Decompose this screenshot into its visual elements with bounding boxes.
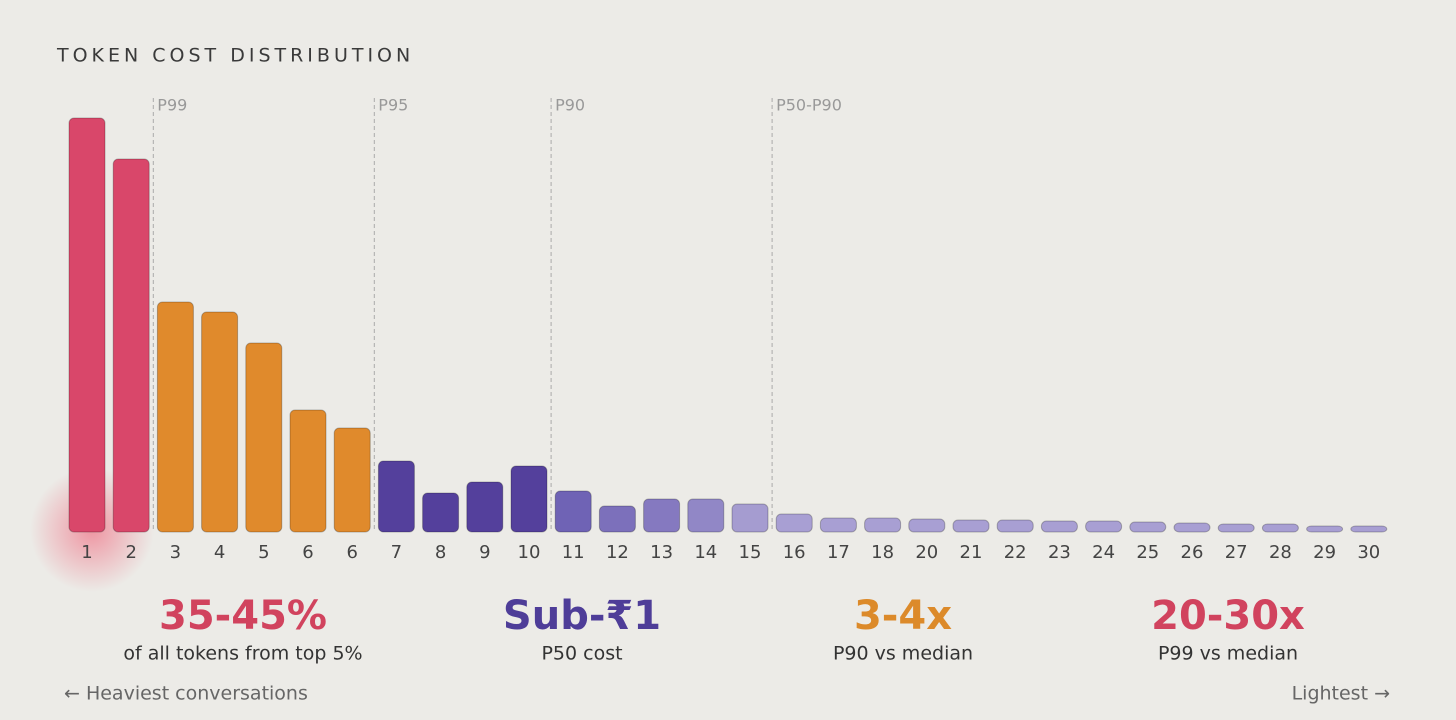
bar: [1173, 522, 1211, 533]
bar: [643, 498, 681, 533]
bar: [245, 342, 283, 533]
bar: [422, 492, 460, 533]
x-tick-label: 11: [562, 542, 585, 563]
x-tick-label: 15: [739, 542, 762, 563]
x-tick-label: 8: [435, 542, 446, 563]
bar: [819, 517, 857, 533]
bar: [1261, 523, 1299, 533]
stat-label: P50 cost: [541, 643, 622, 665]
bar: [864, 517, 902, 533]
bar: [731, 503, 769, 533]
x-tick-label: 2: [125, 542, 136, 563]
x-tick-label: 24: [1092, 542, 1115, 563]
x-tick-label: 29: [1313, 542, 1336, 563]
bar: [156, 301, 194, 533]
bar: [1350, 525, 1388, 533]
bar: [112, 158, 150, 533]
x-tick-label: 23: [1048, 542, 1071, 563]
bar: [289, 409, 327, 533]
chart-title: TOKEN COST DISTRIBUTION: [56, 45, 414, 67]
bar: [775, 513, 813, 533]
bar: [377, 460, 415, 533]
bar: [1306, 525, 1344, 533]
stat-value: 20-30x: [1151, 593, 1305, 639]
bar: [1040, 520, 1078, 533]
x-tick-label: 14: [694, 542, 717, 563]
footer-right: Lightest →: [1292, 683, 1390, 705]
x-tick-label: 25: [1136, 542, 1159, 563]
bar: [952, 519, 990, 533]
bar: [466, 481, 504, 533]
percentile-label: P50-P90: [776, 96, 842, 115]
bar: [996, 519, 1034, 533]
percentile-label: P95: [378, 96, 408, 115]
x-tick-label: 27: [1225, 542, 1248, 563]
x-tick-label: 20: [915, 542, 938, 563]
bar: [554, 490, 592, 533]
x-tick-label: 5: [258, 542, 269, 563]
bar: [908, 518, 946, 533]
bar: [1129, 521, 1167, 533]
x-tick-label: 22: [1004, 542, 1027, 563]
x-tick-label: 17: [827, 542, 850, 563]
x-tick-label: 6: [302, 542, 313, 563]
x-tick-label: 10: [518, 542, 541, 563]
bar: [1085, 520, 1123, 533]
x-tick-label: 13: [650, 542, 673, 563]
x-tick-label: 7: [391, 542, 402, 563]
stat-label: of all tokens from top 5%: [123, 643, 362, 665]
x-tick-label: 3: [170, 542, 181, 563]
x-tick-label: 6: [346, 542, 357, 563]
footer-left: ← Heaviest conversations: [64, 683, 308, 705]
x-tick-label: 16: [783, 542, 806, 563]
x-tick-label: 9: [479, 542, 490, 563]
stat-label: P99 vs median: [1158, 643, 1298, 665]
bar: [598, 505, 636, 533]
x-tick-label: 30: [1357, 542, 1380, 563]
bar: [201, 311, 239, 533]
stat-label: P90 vs median: [833, 643, 973, 665]
bar: [510, 465, 548, 533]
x-tick-label: 12: [606, 542, 629, 563]
percentile-label: P90: [555, 96, 585, 115]
x-tick-label: 4: [214, 542, 225, 563]
percentile-label: P99: [157, 96, 187, 115]
bar: [1217, 523, 1255, 533]
x-tick-label: 21: [960, 542, 983, 563]
bar: [68, 117, 106, 533]
bar: [687, 498, 725, 533]
x-tick-label: 18: [871, 542, 894, 563]
x-tick-label: 28: [1269, 542, 1292, 563]
bar: [333, 427, 371, 533]
x-tick-label: 26: [1181, 542, 1204, 563]
stat-value: 35-45%: [159, 593, 327, 639]
stat-value: 3-4x: [854, 593, 952, 639]
stat-value: Sub-₹1: [503, 593, 661, 639]
x-tick-label: 1: [81, 542, 92, 563]
